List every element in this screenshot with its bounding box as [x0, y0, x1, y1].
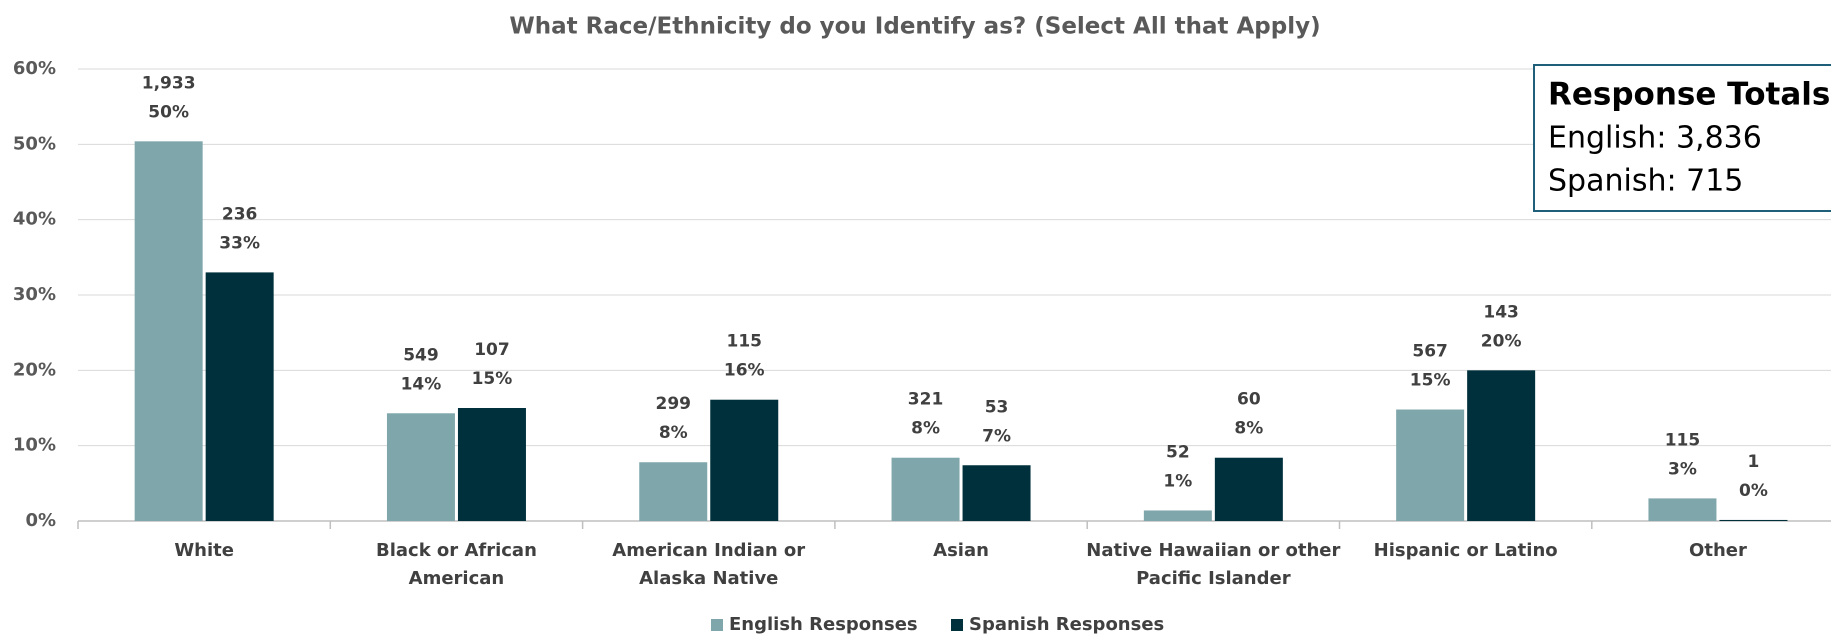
y-tick-label: 20%	[13, 359, 56, 380]
count-label: 567	[1412, 342, 1448, 362]
legend-label: Spanish Responses	[969, 614, 1164, 635]
value-label: 8%	[659, 423, 688, 443]
y-tick-label: 60%	[13, 58, 56, 79]
x-tick-label: Pacific Islander	[1136, 568, 1291, 589]
count-label: 53	[985, 397, 1009, 417]
count-label: 107	[474, 340, 510, 360]
bar	[205, 272, 274, 521]
y-tick-label: 0%	[25, 510, 56, 531]
bar	[1143, 510, 1212, 521]
count-label: 115	[727, 332, 763, 352]
bar	[1719, 519, 1788, 521]
bar	[962, 465, 1031, 521]
chart-title: What Race/Ethnicity do you Identify as? …	[509, 14, 1320, 40]
bar	[1467, 370, 1536, 521]
totals-line: English: 3,836	[1548, 121, 1762, 156]
totals-title: Response Totals	[1548, 77, 1830, 113]
x-tick-label: Asian	[933, 540, 989, 561]
value-label: 14%	[401, 374, 442, 394]
x-tick-label: American Indian or	[612, 540, 805, 561]
value-label: 50%	[148, 102, 189, 122]
value-label: 15%	[1410, 371, 1451, 391]
value-label: 8%	[1234, 419, 1263, 439]
legend-swatch	[951, 619, 963, 631]
bar	[386, 413, 455, 521]
bar	[891, 457, 960, 521]
bar	[134, 141, 203, 521]
value-label: 8%	[911, 419, 940, 439]
y-tick-label: 40%	[13, 209, 56, 230]
count-label: 321	[908, 390, 944, 410]
count-label: 549	[403, 345, 439, 365]
count-label: 1	[1748, 452, 1760, 472]
x-tick-label: American	[409, 568, 505, 589]
y-tick-label: 50%	[13, 133, 56, 154]
count-label: 299	[656, 394, 692, 414]
count-label: 1,933	[142, 73, 196, 93]
count-label: 52	[1166, 442, 1190, 462]
value-label: 0%	[1739, 481, 1768, 501]
bar	[1396, 409, 1465, 521]
value-label: 7%	[982, 426, 1011, 446]
x-tick-label: White	[174, 540, 234, 561]
x-tick-label: Alaska Native	[639, 568, 778, 589]
x-tick-label: Hispanic or Latino	[1374, 540, 1558, 561]
y-tick-label: 30%	[13, 284, 56, 305]
count-label: 236	[222, 204, 258, 224]
value-label: 1%	[1163, 471, 1192, 491]
value-label: 33%	[219, 233, 260, 253]
bar	[639, 462, 708, 521]
legend-label: English Responses	[729, 614, 918, 635]
value-label: 20%	[1481, 331, 1522, 351]
x-tick-label: Black or African	[376, 540, 537, 561]
bar	[1214, 457, 1283, 521]
totals-line: Spanish: 715	[1548, 164, 1743, 199]
x-tick-label: Native Hawaiian or other	[1086, 540, 1340, 561]
totals-box	[1533, 64, 1831, 212]
bar	[1648, 498, 1717, 521]
value-label: 15%	[472, 369, 513, 389]
count-label: 115	[1665, 430, 1701, 450]
count-label: 143	[1483, 302, 1519, 322]
value-label: 3%	[1668, 459, 1697, 479]
x-tick-label: Other	[1689, 540, 1747, 561]
value-label: 16%	[724, 361, 765, 381]
y-tick-label: 10%	[13, 435, 56, 456]
count-label: 60	[1237, 390, 1261, 410]
legend-swatch	[711, 619, 723, 631]
bar	[710, 399, 779, 521]
bar	[457, 408, 526, 521]
